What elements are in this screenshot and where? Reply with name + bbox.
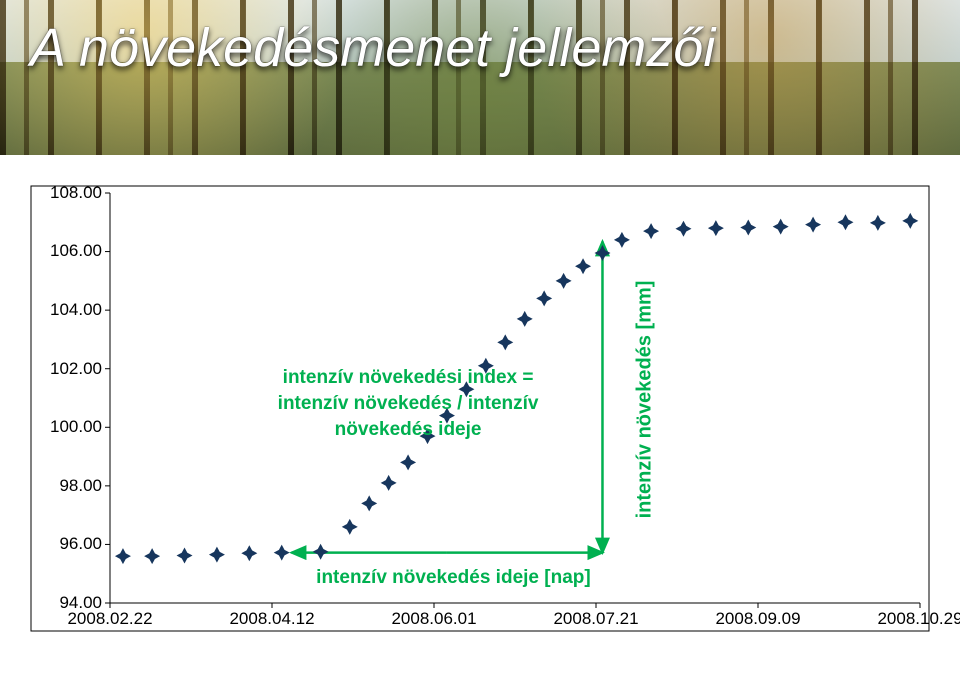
xtick-label: 2008.06.01	[379, 609, 489, 629]
ytick-label: 106.00	[32, 241, 102, 261]
xtick-label: 2008.02.22	[55, 609, 165, 629]
growth-chart: 94.0096.0098.00100.00102.00104.00106.001…	[30, 185, 930, 655]
intensive-growth-index-label: intenzív növekedési index = intenzív növe…	[248, 365, 568, 442]
xtick-label: 2008.04.12	[217, 609, 327, 629]
intensive-growth-mm-label: intenzív növekedés [mm]	[633, 250, 656, 550]
ytick-label: 102.00	[32, 359, 102, 379]
intensive-growth-days-label: intenzív növekedés ideje [nap]	[273, 567, 633, 589]
ytick-label: 98.00	[32, 476, 102, 496]
ytick-label: 100.00	[32, 417, 102, 437]
ytick-label: 96.00	[32, 534, 102, 554]
xtick-label: 2008.07.21	[541, 609, 651, 629]
page-title: A növekedésmenet jellemzői	[30, 20, 715, 77]
ytick-label: 104.00	[32, 300, 102, 320]
center-label-line1: intenzív növekedési index =	[283, 367, 534, 388]
xtick-label: 2008.09.09	[703, 609, 813, 629]
center-label-line2: intenzív növekedés / intenzív	[278, 393, 539, 414]
xtick-label: 2008.10.29	[865, 609, 960, 629]
center-label-line3: növekedés ideje	[335, 419, 482, 440]
ytick-label: 108.00	[32, 183, 102, 203]
header-banner: A növekedésmenet jellemzői	[0, 0, 960, 155]
